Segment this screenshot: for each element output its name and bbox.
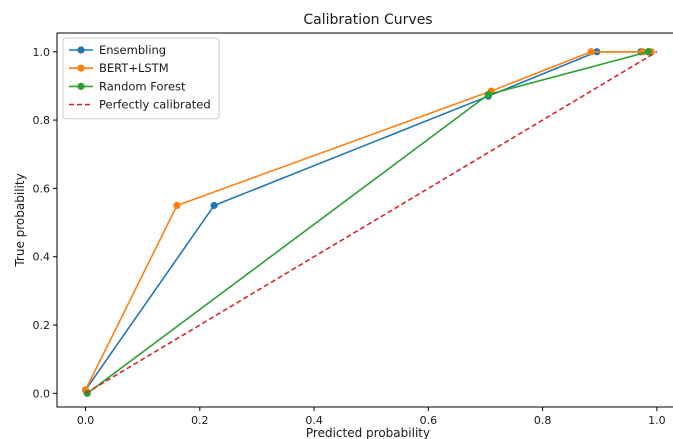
y-tick-label: 0.6: [33, 182, 51, 195]
x-tick-label: 0.4: [305, 414, 323, 427]
x-tick-label: 1.0: [648, 414, 666, 427]
x-tick-label: 0.0: [77, 414, 95, 427]
data-point-bert-lstm: [173, 201, 181, 210]
y-tick-label: 0.4: [33, 251, 51, 264]
y-tick-label: 1.0: [33, 46, 51, 59]
legend-label-ensembling: Ensembling: [99, 43, 166, 57]
legend-box: [62, 37, 220, 120]
chart-title: Calibration Curves: [303, 12, 432, 28]
plot-area: [56, 32, 673, 408]
y-tick-label: 0.8: [33, 114, 51, 127]
y-tick-label: 0.0: [33, 387, 51, 400]
x-tick-label: 0.2: [191, 414, 209, 427]
data-point-bert-lstm: [587, 48, 595, 56]
x-tick-label: 0.8: [534, 414, 552, 427]
series-line-perfectly-calibrated: [85, 51, 658, 395]
y-axis: 0.0 0.2 0.4 0.6 0.8 1.0: [33, 46, 57, 400]
legend-marker-bert-lstm: [77, 64, 85, 72]
legend-label-perfectly-calibrated: Perfectly calibrated: [99, 98, 211, 112]
y-tick-label: 0.2: [33, 319, 51, 332]
legend-label-bert-lstm: BERT+LSTM: [99, 61, 169, 75]
x-tick-label: 0.6: [420, 414, 438, 427]
legend-marker-ensembling: [77, 46, 85, 54]
legend: Ensembling BERT+LSTM Random Forest Perfectl…: [62, 37, 220, 120]
legend-marker-random-forest: [77, 82, 85, 90]
x-axis-label: Predicted probability: [306, 426, 430, 439]
legend-label-random-forest: Random Forest: [99, 79, 186, 93]
data-point-random-forest: [484, 90, 492, 99]
data-point-ensembling: [210, 201, 218, 210]
data-point-random-forest: [644, 48, 652, 56]
y-axis-label: True probability: [13, 173, 27, 267]
x-axis: 0.0 0.2 0.4 0.6 0.8 1.0: [77, 407, 666, 427]
series-layer: [81, 48, 658, 397]
